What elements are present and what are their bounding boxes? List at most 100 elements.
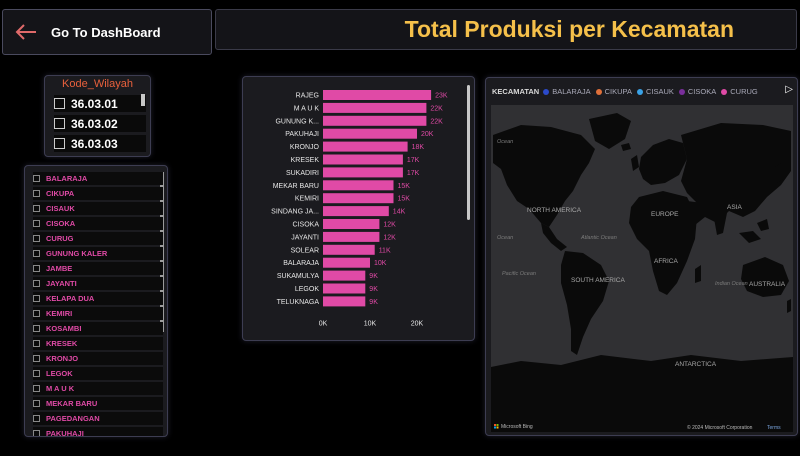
data-label: 15K (398, 183, 411, 190)
map-legend: KECAMATAN BALARAJA CIKUPA CISAUK CISOKA CURU… (492, 87, 763, 96)
checkbox-icon[interactable] (33, 220, 40, 227)
kecamatan-option-label: KEMIRI (46, 309, 73, 318)
legend-title: KECAMATAN (492, 87, 540, 96)
kecamatan-option-label: KOSAMBI (46, 324, 82, 333)
legend-entry[interactable]: CISAUK (636, 87, 674, 96)
legend-entry[interactable]: BALARAJA (543, 87, 591, 96)
checkbox-icon[interactable] (33, 190, 40, 197)
kecamatan-option[interactable]: CISAUK (33, 202, 163, 215)
bar[interactable] (323, 90, 432, 100)
title-bar: Total Produksi per Kecamatan (215, 9, 797, 50)
legend-dot-icon (636, 88, 643, 95)
bar[interactable] (323, 257, 370, 268)
checkbox-icon[interactable] (33, 430, 40, 436)
kecamatan-option[interactable]: KOSAMBI (33, 322, 163, 335)
legend-label: CISOKA (687, 87, 717, 96)
kode-option-2[interactable]: 36.03.02 (54, 115, 146, 132)
legend-entry[interactable]: CURUG (721, 87, 758, 96)
checkbox-icon[interactable] (33, 400, 40, 407)
kecamatan-option[interactable]: KEMIRI (33, 307, 163, 320)
kode-option-label: 36.03.03 (71, 136, 118, 151)
legend-dot-icon (721, 88, 728, 95)
checkbox-icon[interactable] (33, 235, 40, 242)
bar[interactable] (323, 231, 380, 242)
kecamatan-option-label: JAMBE (46, 264, 73, 273)
checkbox-icon[interactable] (54, 138, 65, 149)
label-north-america: NORTH AMERICA (527, 207, 582, 214)
category-label: LEGOK (295, 286, 319, 293)
checkbox-icon[interactable] (33, 385, 40, 392)
bar[interactable] (323, 270, 366, 281)
bar[interactable] (323, 141, 408, 152)
checkbox-icon[interactable] (54, 98, 65, 109)
kecamatan-option[interactable]: LEGOK (33, 367, 163, 380)
kecamatan-option[interactable]: MEKAR BARU (33, 397, 163, 410)
checkbox-icon[interactable] (54, 118, 65, 129)
category-label: KRONJO (290, 144, 320, 151)
checkbox-icon[interactable] (33, 265, 40, 272)
kecamatan-option[interactable]: PAKUHAJI (33, 427, 163, 436)
data-label: 22K (430, 105, 443, 112)
x-tick-label: 10K (364, 320, 377, 327)
data-label: 20K (421, 131, 434, 138)
legend-dot-icon (678, 88, 685, 95)
checkbox-icon[interactable] (33, 370, 40, 377)
kecamatan-option[interactable]: JAYANTI (33, 277, 163, 290)
legend-entry[interactable]: CIKUPA (595, 87, 632, 96)
bar[interactable] (323, 283, 366, 294)
kecamatan-option[interactable]: CURUG (33, 232, 163, 245)
data-label: 12K (383, 234, 396, 241)
bar[interactable] (323, 296, 366, 307)
bar[interactable] (323, 180, 394, 191)
kode-option-3[interactable]: 36.03.03 (54, 135, 146, 152)
world-map[interactable]: NORTH AMERICA EUROPE ASIA AFRICA SOUTH A… (491, 105, 793, 432)
bar[interactable] (323, 115, 427, 126)
kode-option-1[interactable]: 36.03.01 (54, 95, 146, 112)
map-terms-link[interactable]: Terms (767, 425, 781, 431)
checkbox-icon[interactable] (33, 205, 40, 212)
data-label: 12K (383, 222, 396, 229)
kecamatan-option[interactable]: KRONJO (33, 352, 163, 365)
kode-scrollbar[interactable] (141, 94, 145, 106)
kecamatan-option-label: JAYANTI (46, 279, 77, 288)
go-to-dashboard-button[interactable]: Go To DashBoard (2, 9, 212, 55)
checkbox-icon[interactable] (33, 250, 40, 257)
bar[interactable] (323, 167, 403, 178)
label-indian-ocean: Indian Ocean (715, 281, 748, 287)
kecamatan-option[interactable]: CIKUPA (33, 187, 163, 200)
kecamatan-option[interactable]: BALARAJA (33, 172, 163, 185)
legend-entry[interactable]: CISOKA (678, 87, 717, 96)
bar[interactable] (323, 244, 375, 255)
checkbox-icon[interactable] (33, 175, 40, 182)
bar-chart-panel: RAJEG 23K M A U K 22K GUNUNG K... 22K PAKUHAJI… (242, 76, 475, 341)
checkbox-icon[interactable] (33, 340, 40, 347)
kecamatan-option-label: CISOKA (46, 219, 76, 228)
bar[interactable] (323, 102, 427, 113)
chart-scrollbar[interactable] (467, 85, 470, 220)
category-label: KRESEK (291, 157, 320, 164)
page-title: Total Produksi per Kecamatan (404, 16, 734, 42)
bar[interactable] (323, 128, 417, 139)
x-tick-label: 0K (319, 320, 328, 327)
checkbox-icon[interactable] (33, 280, 40, 287)
checkbox-icon[interactable] (33, 355, 40, 362)
checkbox-icon[interactable] (33, 325, 40, 332)
kecamatan-option[interactable]: CISOKA (33, 217, 163, 230)
legend-next-icon[interactable]: ▷ (785, 84, 793, 95)
bar[interactable] (323, 219, 380, 229)
kecamatan-option[interactable]: KRESEK (33, 337, 163, 350)
checkbox-icon[interactable] (33, 415, 40, 422)
kecamatan-option-label: M A U K (46, 384, 75, 393)
bar[interactable] (323, 154, 403, 165)
kecamatan-option[interactable]: PAGEDANGAN (33, 412, 163, 425)
bar[interactable] (323, 193, 394, 204)
kecamatan-option[interactable]: M A U K (33, 382, 163, 395)
label-ocean-nw: Ocean (497, 139, 513, 145)
checkbox-icon[interactable] (33, 310, 40, 317)
checkbox-icon[interactable] (33, 295, 40, 302)
bar[interactable] (323, 206, 389, 217)
kecamatan-option[interactable]: JAMBE (33, 262, 163, 275)
category-label: RAJEG (296, 93, 319, 100)
kecamatan-option[interactable]: GUNUNG KALER (33, 247, 163, 260)
kecamatan-option[interactable]: KELAPA DUA (33, 292, 163, 305)
